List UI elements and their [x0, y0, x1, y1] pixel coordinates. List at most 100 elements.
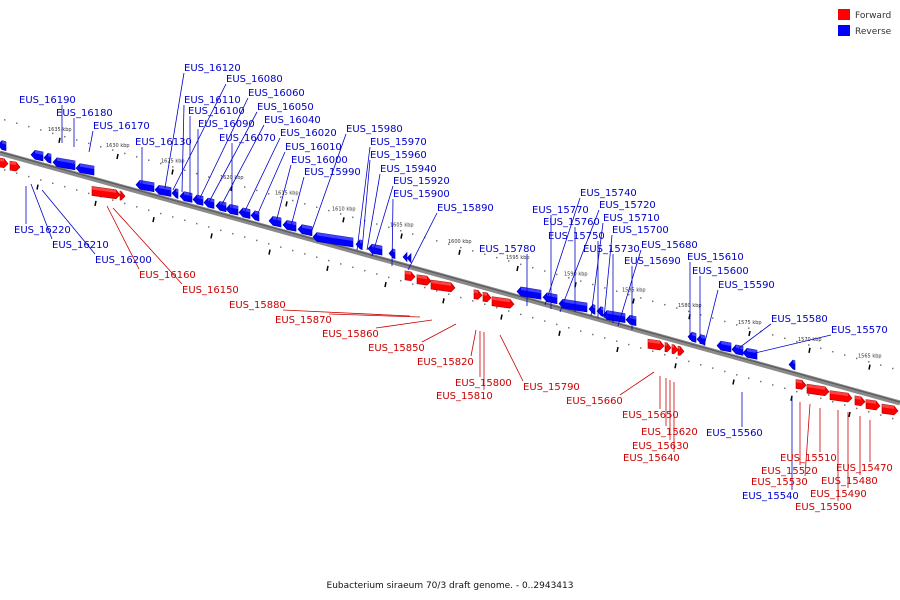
reverse-gene-label[interactable]: EUS_15680: [641, 240, 698, 251]
reverse-gene-label[interactable]: EUS_15560: [706, 428, 763, 439]
reverse-gene-label[interactable]: EUS_15610: [687, 252, 744, 263]
reverse-gene-arrow[interactable]: [135, 179, 155, 193]
forward-gene-arrow[interactable]: [91, 186, 121, 200]
reverse-gene-label[interactable]: EUS_15770: [532, 205, 589, 216]
reverse-gene-arrow[interactable]: [297, 224, 313, 237]
reverse-gene-label[interactable]: EUS_15720: [599, 200, 656, 211]
reverse-gene-arrow[interactable]: [406, 252, 412, 264]
forward-gene-arrow[interactable]: [0, 157, 9, 168]
reverse-gene-label[interactable]: EUS_15750: [548, 231, 605, 242]
forward-gene-label[interactable]: EUS_15470: [836, 463, 893, 474]
reverse-gene-label[interactable]: EUS_15590: [718, 280, 775, 291]
forward-gene-label[interactable]: EUS_16150: [182, 285, 239, 296]
reverse-gene-arrow[interactable]: [238, 207, 251, 219]
forward-gene-arrow[interactable]: [677, 345, 685, 356]
reverse-gene-arrow[interactable]: [154, 184, 172, 197]
reverse-gene-label[interactable]: EUS_15570: [831, 325, 888, 336]
forward-gene-label[interactable]: EUS_15500: [795, 502, 852, 513]
reverse-gene-label[interactable]: EUS_15540: [742, 491, 799, 502]
reverse-gene-arrow[interactable]: [696, 334, 706, 346]
forward-gene-label[interactable]: EUS_15860: [322, 329, 379, 340]
reverse-gene-arrow[interactable]: [268, 216, 282, 228]
reverse-gene-arrow[interactable]: [75, 163, 95, 176]
forward-gene-arrow[interactable]: [119, 190, 126, 201]
forward-gene-arrow[interactable]: [881, 403, 899, 416]
reverse-gene-label[interactable]: EUS_15940: [380, 164, 437, 175]
forward-gene-label[interactable]: EUS_15510: [780, 453, 837, 464]
forward-gene-arrow[interactable]: [473, 289, 483, 300]
forward-gene-arrow[interactable]: [795, 379, 807, 390]
reverse-gene-label[interactable]: EUS_15900: [393, 189, 450, 200]
reverse-gene-label[interactable]: EUS_16090: [198, 119, 255, 130]
forward-gene-label[interactable]: EUS_15490: [810, 489, 867, 500]
reverse-gene-arrow[interactable]: [516, 286, 542, 300]
reverse-gene-arrow[interactable]: [43, 152, 52, 164]
forward-gene-arrow[interactable]: [829, 390, 853, 403]
reverse-gene-label[interactable]: EUS_15970: [370, 137, 427, 148]
reverse-gene-label[interactable]: EUS_16020: [280, 128, 337, 139]
reverse-gene-label[interactable]: EUS_15600: [692, 266, 749, 277]
forward-gene-arrow[interactable]: [865, 399, 881, 411]
forward-gene-arrow[interactable]: [430, 279, 456, 293]
forward-gene-label[interactable]: EUS_16160: [139, 270, 196, 281]
reverse-gene-arrow[interactable]: [52, 157, 76, 171]
reverse-gene-label[interactable]: EUS_15730: [583, 244, 640, 255]
reverse-gene-label[interactable]: EUS_16220: [14, 225, 71, 236]
forward-gene-arrow[interactable]: [404, 270, 416, 282]
reverse-gene-arrow[interactable]: [367, 243, 383, 256]
reverse-gene-arrow[interactable]: [282, 220, 297, 232]
reverse-gene-label[interactable]: EUS_15780: [479, 244, 536, 255]
forward-gene-label[interactable]: EUS_15620: [641, 427, 698, 438]
reverse-gene-arrow[interactable]: [716, 340, 732, 353]
reverse-gene-arrow[interactable]: [355, 239, 363, 251]
reverse-gene-label[interactable]: EUS_15690: [624, 256, 681, 267]
reverse-gene-arrow[interactable]: [30, 149, 44, 162]
forward-gene-label[interactable]: EUS_15530: [751, 477, 808, 488]
reverse-gene-label[interactable]: EUS_15980: [346, 124, 403, 135]
reverse-gene-arrow[interactable]: [171, 188, 179, 199]
reverse-gene-arrow[interactable]: [788, 359, 796, 371]
reverse-gene-label[interactable]: EUS_15700: [612, 225, 669, 236]
forward-gene-arrow[interactable]: [491, 296, 515, 309]
reverse-gene-label[interactable]: EUS_15990: [304, 167, 361, 178]
reverse-gene-label[interactable]: EUS_16210: [52, 240, 109, 251]
reverse-gene-arrow[interactable]: [215, 201, 227, 213]
forward-gene-arrow[interactable]: [416, 274, 432, 286]
reverse-gene-label[interactable]: EUS_15920: [393, 176, 450, 187]
reverse-gene-label[interactable]: EUS_16180: [56, 108, 113, 119]
reverse-gene-label[interactable]: EUS_16080: [226, 74, 283, 85]
reverse-gene-label[interactable]: EUS_15710: [603, 213, 660, 224]
reverse-gene-label[interactable]: EUS_16100: [188, 106, 245, 117]
forward-gene-label[interactable]: EUS_15800: [455, 378, 512, 389]
forward-gene-label[interactable]: EUS_15660: [566, 396, 623, 407]
reverse-gene-label[interactable]: EUS_16010: [285, 142, 342, 153]
forward-gene-label[interactable]: EUS_15520: [761, 466, 818, 477]
reverse-gene-arrow[interactable]: [312, 232, 354, 248]
reverse-gene-arrow[interactable]: [625, 314, 637, 327]
reverse-gene-label[interactable]: EUS_16190: [19, 95, 76, 106]
reverse-gene-label[interactable]: EUS_16000: [291, 155, 348, 166]
reverse-gene-arrow[interactable]: [0, 140, 7, 152]
reverse-gene-arrow[interactable]: [203, 197, 215, 209]
forward-gene-label[interactable]: EUS_15850: [368, 343, 425, 354]
reverse-gene-label[interactable]: EUS_16040: [264, 115, 321, 126]
reverse-gene-label[interactable]: EUS_16120: [184, 63, 241, 74]
forward-gene-label[interactable]: EUS_15640: [623, 453, 680, 464]
reverse-gene-label[interactable]: EUS_16130: [135, 137, 192, 148]
reverse-gene-label[interactable]: EUS_16060: [248, 88, 305, 99]
reverse-gene-label[interactable]: EUS_16170: [93, 121, 150, 132]
forward-gene-arrow[interactable]: [664, 342, 672, 353]
reverse-gene-label[interactable]: EUS_15890: [437, 203, 494, 214]
forward-gene-label[interactable]: EUS_15870: [275, 315, 332, 326]
forward-gene-label[interactable]: EUS_15630: [632, 441, 689, 452]
forward-gene-arrow[interactable]: [806, 383, 830, 397]
forward-gene-arrow[interactable]: [647, 338, 665, 351]
reverse-gene-label[interactable]: EUS_15960: [370, 150, 427, 161]
reverse-gene-label[interactable]: EUS_16200: [95, 255, 152, 266]
reverse-gene-label[interactable]: EUS_16070: [219, 133, 276, 144]
reverse-gene-label[interactable]: EUS_16050: [257, 102, 314, 113]
reverse-gene-arrow[interactable]: [179, 191, 193, 203]
reverse-gene-label[interactable]: EUS_15580: [771, 314, 828, 325]
reverse-gene-label[interactable]: EUS_15760: [543, 217, 600, 228]
forward-gene-arrow[interactable]: [854, 395, 866, 407]
